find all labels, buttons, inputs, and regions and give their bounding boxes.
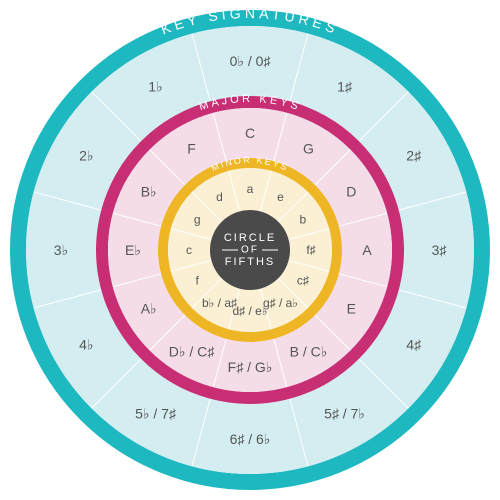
outer-value: 2♭ [79, 148, 93, 164]
center-line3: FIFTHS [225, 256, 276, 268]
outer-value: 6♯ / 6♭ [230, 431, 271, 447]
middle-value: C [245, 125, 255, 141]
outer-value: 5♯ / 7♭ [324, 406, 365, 422]
inner-value: c♯ [297, 274, 309, 288]
inner-value: f♯ [306, 243, 315, 257]
outer-value: 5♭ / 7♯ [135, 406, 177, 422]
outer-value: 3♯ [432, 242, 448, 258]
inner-value: b♭ / a♯ [202, 296, 237, 310]
center-circle: CIRCLEOFFIFTHS [210, 210, 290, 290]
middle-value: E [347, 301, 356, 317]
circle-of-fifths-diagram: 0♭ / 0♯ 1♯ 2♯ 3♯ 4♯ 5♯ / 7♭ 6♯ / 6♭ 5♭ / 7♯ 4♭ 3♭… [0, 0, 500, 500]
outer-value: 2♯ [406, 148, 422, 164]
middle-value: F [187, 141, 196, 157]
outer-value: 0♭ / 0♯ [230, 53, 272, 69]
middle-value: A♭ [141, 301, 157, 317]
outer-value: 1♭ [148, 78, 162, 94]
center-line2: OF [241, 245, 259, 256]
inner-value: g♯ / a♭ [263, 296, 298, 310]
inner-value: c [186, 243, 192, 257]
middle-value: D [346, 184, 356, 200]
inner-value: d♯ / e♭ [232, 304, 267, 318]
inner-value: d [216, 190, 223, 204]
outer-value: 3♭ [54, 242, 68, 258]
outer-value: 4♭ [79, 337, 93, 353]
inner-value: b [299, 213, 306, 227]
center-line1: CIRCLE [224, 232, 276, 244]
middle-value: E♭ [125, 242, 141, 258]
middle-value: A [362, 242, 372, 258]
middle-value: B / C♭ [290, 343, 328, 359]
outer-value: 1♯ [337, 78, 353, 94]
inner-value: g [194, 213, 201, 227]
middle-value: B♭ [141, 184, 157, 200]
middle-value: D♭ / C♯ [169, 343, 215, 359]
middle-value: F♯ / G♭ [228, 359, 273, 375]
inner-value: e [277, 190, 284, 204]
outer-value: 4♯ [406, 337, 422, 353]
middle-value: G [303, 141, 314, 157]
inner-value: a [247, 182, 254, 196]
